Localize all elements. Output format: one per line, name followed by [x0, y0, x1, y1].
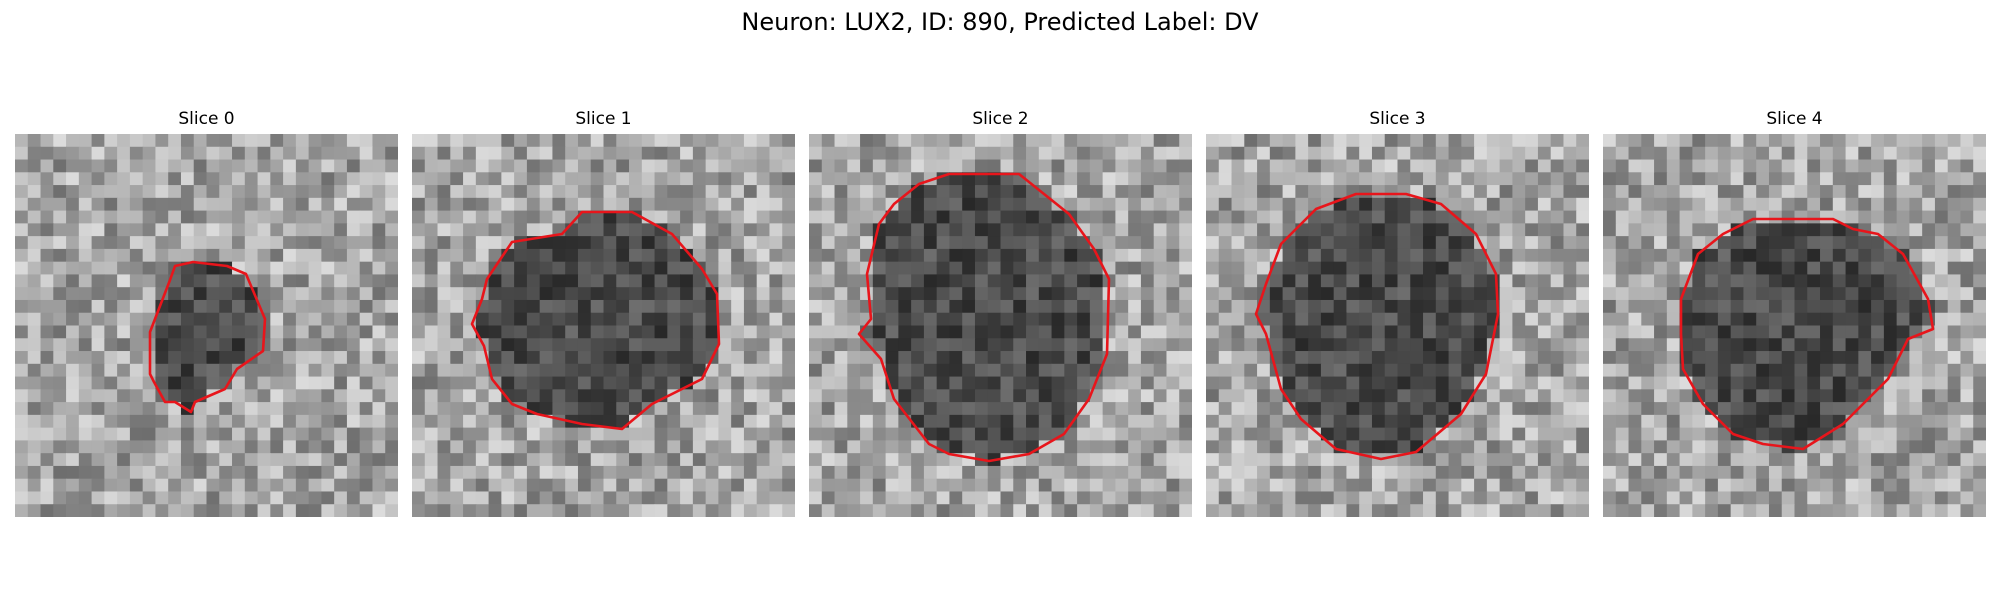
pixel-grid	[412, 134, 795, 517]
slice-image-3	[1206, 134, 1589, 517]
slice-panel-1: Slice 1	[412, 108, 795, 517]
roi-contour	[148, 260, 267, 414]
slice-panel-2: Slice 2	[809, 108, 1192, 517]
pixel-grid	[1603, 134, 1986, 517]
pixel-grid	[1206, 134, 1589, 517]
slice-image-4	[1603, 134, 1986, 517]
slice-title: Slice 2	[972, 109, 1029, 129]
slice-title: Slice 3	[1369, 109, 1426, 129]
roi-contour	[857, 172, 1111, 463]
roi-contour	[470, 210, 721, 431]
roi-contour	[1679, 217, 1935, 451]
figure-title: Neuron: LUX2, ID: 890, Predicted Label: …	[741, 8, 1259, 36]
roi-contour	[1254, 192, 1500, 461]
slice-title: Slice 1	[575, 109, 632, 129]
slice-panel-4: Slice 4	[1603, 108, 1986, 517]
pixel-grid	[15, 134, 398, 517]
slice-title: Slice 0	[178, 109, 235, 129]
slice-image-2	[809, 134, 1192, 517]
slice-image-0	[15, 134, 398, 517]
slice-title: Slice 4	[1766, 109, 1823, 129]
slice-panel-3: Slice 3	[1206, 108, 1589, 517]
slice-panel-0: Slice 0	[15, 108, 398, 517]
pixel-grid	[809, 134, 1192, 517]
slice-image-1	[412, 134, 795, 517]
